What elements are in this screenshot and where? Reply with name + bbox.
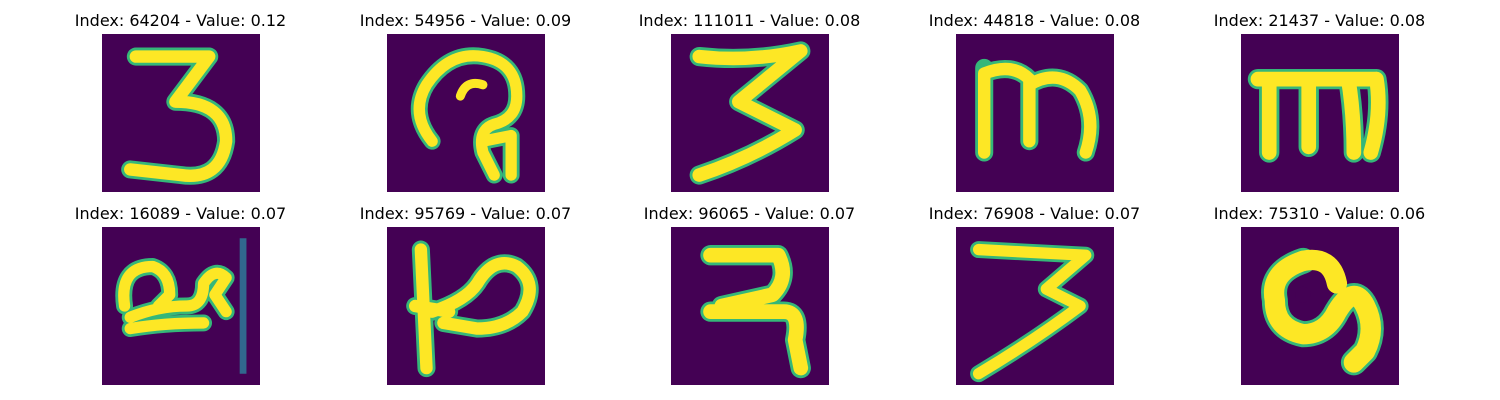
digit-image <box>102 227 260 385</box>
digit-image <box>1241 34 1399 192</box>
image-panel: Index: 64204 - Value: 0.12 <box>38 10 323 200</box>
image-panel: Index: 21437 - Value: 0.08 <box>1177 10 1462 200</box>
panel-title: Index: 16089 - Value: 0.07 <box>74 204 287 223</box>
digit-image <box>956 227 1114 385</box>
panel-title: Index: 75310 - Value: 0.06 <box>1213 204 1426 223</box>
digit-image <box>387 227 545 385</box>
image-panel: Index: 95769 - Value: 0.07 <box>323 203 608 393</box>
image-panel: Index: 16089 - Value: 0.07 <box>38 203 323 393</box>
image-panel: Index: 54956 - Value: 0.09 <box>323 10 608 200</box>
image-panel: Index: 75310 - Value: 0.06 <box>1177 203 1462 393</box>
panel-title: Index: 111011 - Value: 0.08 <box>638 11 861 30</box>
image-panel: Index: 111011 - Value: 0.08 <box>607 10 892 200</box>
panel-title: Index: 76908 - Value: 0.07 <box>928 204 1141 223</box>
panel-title: Index: 96065 - Value: 0.07 <box>643 204 856 223</box>
digit-image <box>1241 227 1399 385</box>
image-panel: Index: 76908 - Value: 0.07 <box>892 203 1177 393</box>
panel-title: Index: 54956 - Value: 0.09 <box>359 11 572 30</box>
panel-title: Index: 95769 - Value: 0.07 <box>359 204 572 223</box>
image-panel: Index: 96065 - Value: 0.07 <box>607 203 892 393</box>
digit-image <box>956 34 1114 192</box>
image-panel: Index: 44818 - Value: 0.08 <box>892 10 1177 200</box>
panel-title: Index: 44818 - Value: 0.08 <box>928 11 1141 30</box>
digit-image <box>671 34 829 192</box>
panel-title: Index: 21437 - Value: 0.08 <box>1213 11 1426 30</box>
panel-title: Index: 64204 - Value: 0.12 <box>74 11 287 30</box>
digit-image <box>102 34 260 192</box>
digit-image <box>387 34 545 192</box>
digit-image <box>671 227 829 385</box>
